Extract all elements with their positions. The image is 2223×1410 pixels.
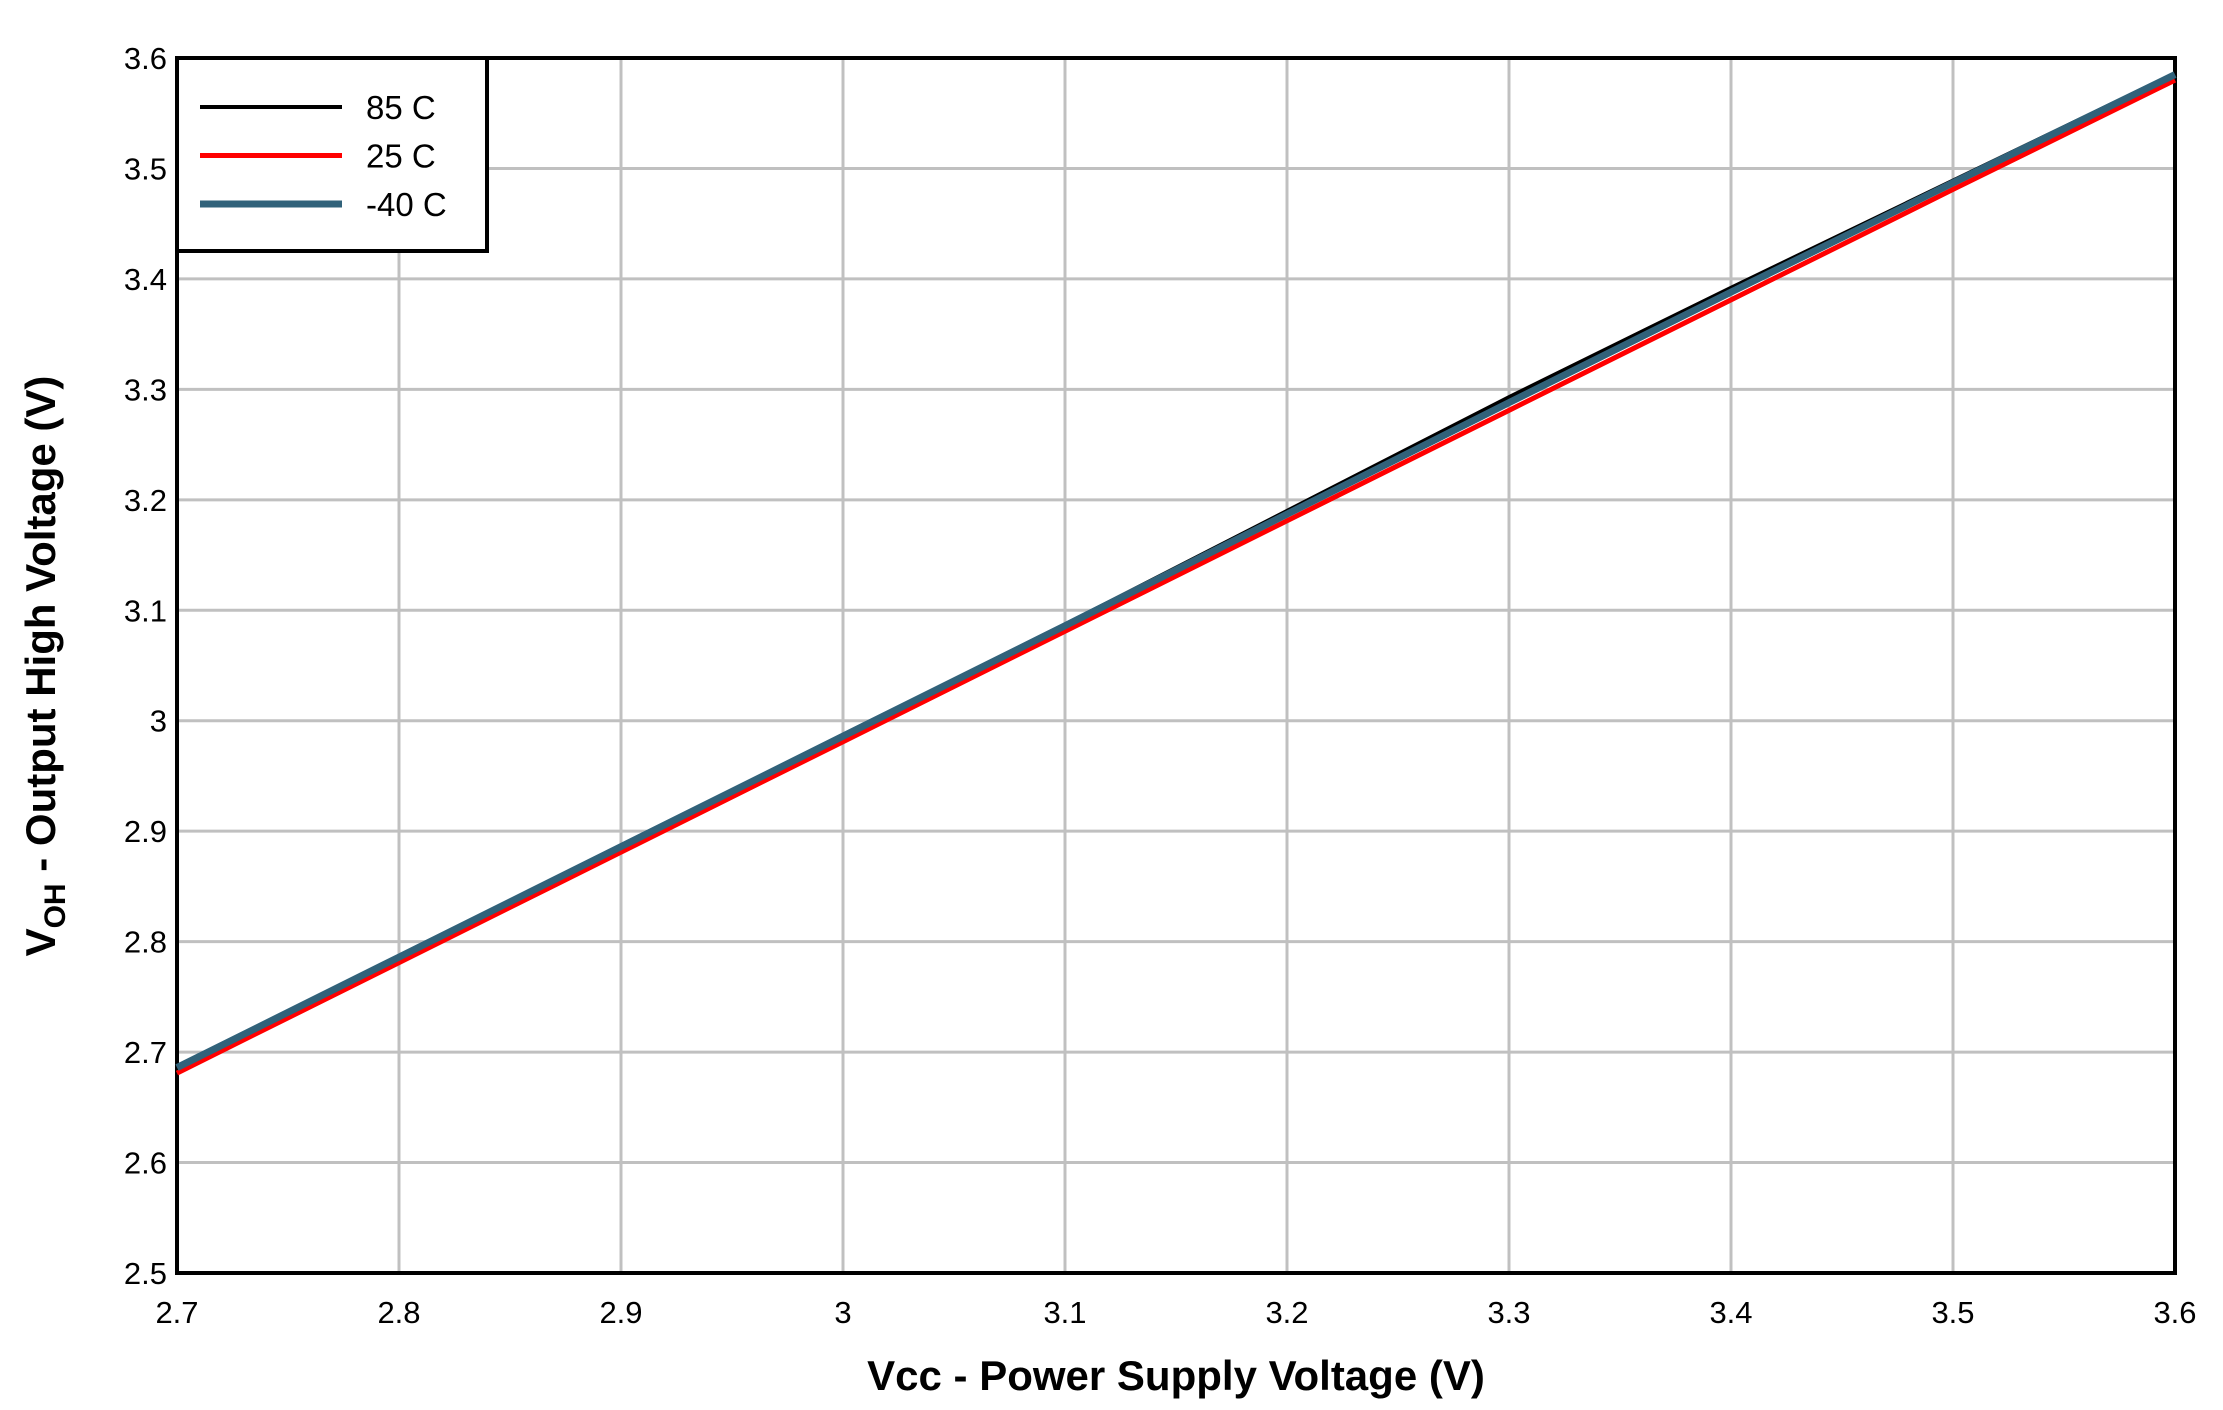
x-axis-label: Vcc - Power Supply Voltage (V) [867,1352,1485,1399]
y-tick-label: 3.2 [124,483,167,518]
x-tick-label: 3.4 [1709,1295,1752,1330]
x-tick-label: 3.3 [1487,1295,1530,1330]
y-tick-label: 3.6 [124,41,167,76]
y-label-main: V [17,928,64,956]
legend-label: 85 C [366,89,436,126]
x-tick-label: 3.2 [1265,1295,1308,1330]
series-line [175,77,2177,1076]
y-tick-label: 3.4 [124,262,167,297]
x-tick-label: 3.1 [1043,1295,1086,1330]
y-tick-label: 2.9 [124,814,167,849]
x-tick-label: 3.6 [2153,1295,2196,1330]
legend-label: 25 C [366,138,436,175]
x-tick-label: 3.5 [1931,1295,1974,1330]
y-tick-label: 3 [150,704,167,739]
y-tick-label: 2.7 [124,1035,167,1070]
y-label-rest: - Output High Voltage (V) [17,376,64,884]
x-tick-label: 2.8 [377,1295,420,1330]
x-tick-label: 2.9 [599,1295,642,1330]
y-tick-label: 3.5 [124,151,167,186]
x-tick-label: 3 [834,1295,851,1330]
y-label-sub: OH [39,883,72,928]
y-axis-label: VOH - Output High Voltage (V) [17,376,72,957]
x-tick-label: 2.7 [155,1295,198,1330]
legend-label: -40 C [366,186,447,223]
y-tick-label: 2.5 [124,1256,167,1291]
y-tick-label: 3.3 [124,372,167,407]
y-tick-label: 2.8 [124,925,167,960]
y-tick-label: 2.6 [124,1146,167,1181]
plot-frame [175,56,2177,1275]
series-line [175,71,2177,1071]
y-tick-label: 3.1 [124,593,167,628]
